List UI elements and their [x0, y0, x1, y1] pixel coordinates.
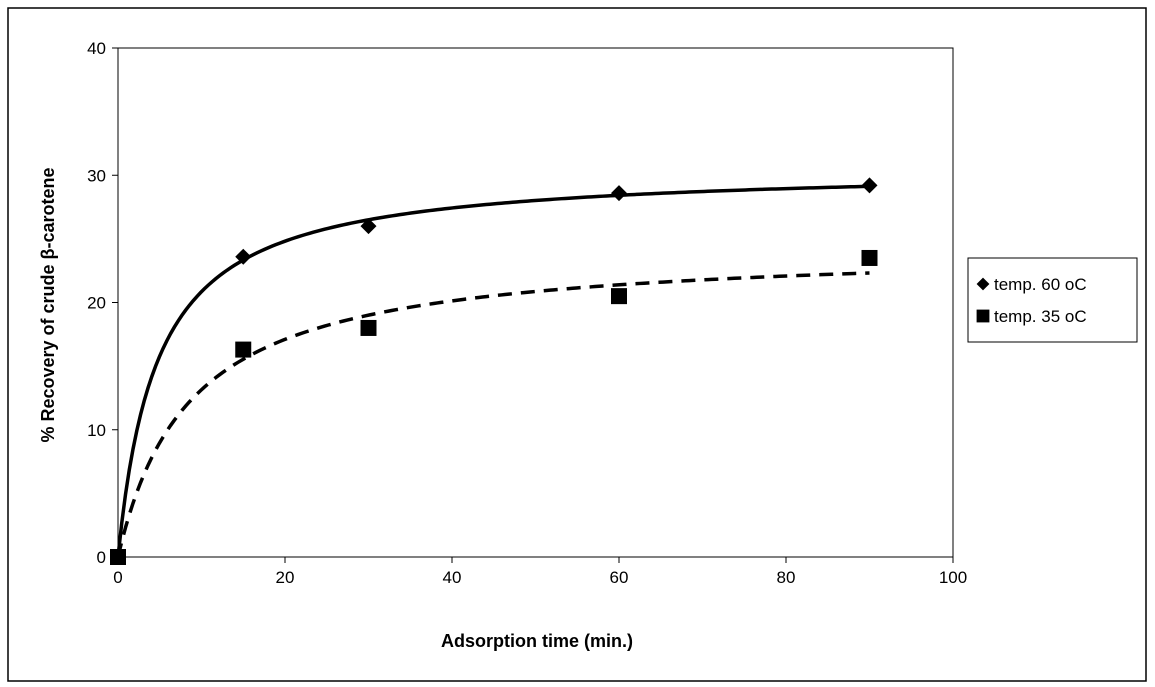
marker — [360, 218, 377, 235]
plot-area — [117, 47, 954, 558]
legend-label: temp. 35 oC — [994, 307, 1087, 326]
x-tick-label: 0 — [113, 568, 122, 587]
marker — [235, 341, 252, 358]
x-tick-label: 40 — [443, 568, 462, 587]
legend-label: temp. 60 oC — [994, 275, 1087, 294]
x-tick-label: 80 — [777, 568, 796, 587]
legend-marker — [976, 309, 990, 323]
marker — [235, 248, 252, 265]
y-tick-label: 10 — [87, 421, 106, 440]
marker — [611, 288, 627, 305]
trendline — [116, 184, 870, 558]
chart-border — [7, 7, 1147, 682]
marker — [110, 549, 126, 565]
marker — [861, 177, 878, 194]
y-tick-label: 20 — [87, 294, 106, 313]
legend-box — [967, 257, 1138, 343]
x-tick-label: 60 — [610, 568, 629, 587]
y-tick-label: 40 — [87, 39, 106, 58]
marker — [861, 249, 878, 266]
marker — [360, 319, 377, 336]
x-axis-title: Adsorption time (min.) — [441, 631, 633, 651]
y-tick-label: 30 — [87, 166, 106, 185]
marker — [611, 185, 627, 202]
y-axis-title: % Recovery of crude β-carotene — [38, 167, 58, 442]
x-tick-label: 20 — [276, 568, 295, 587]
trendline — [116, 271, 870, 558]
x-tick-label: 100 — [939, 568, 967, 587]
y-tick-label: 0 — [97, 548, 106, 567]
